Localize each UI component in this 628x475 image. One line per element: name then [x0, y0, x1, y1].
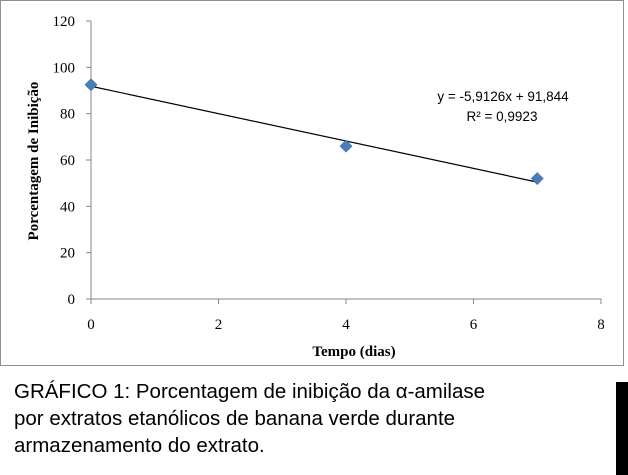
y-tick-label: 20 — [60, 246, 75, 262]
figure-caption: GRÁFICO 1: Porcentagem de inibição da α-… — [14, 378, 614, 459]
y-tick-label: 0 — [68, 292, 76, 308]
scatter-chart: 0 20 40 60 80 100 120 0 2 4 6 8 Tempo (dias) Porcenta… — [26, 14, 605, 360]
y-tick-label: 60 — [60, 153, 75, 169]
x-tick-label: 8 — [597, 317, 605, 333]
black-side-bar — [616, 382, 628, 475]
x-tick-label: 4 — [342, 317, 350, 333]
x-tick-label: 0 — [87, 317, 95, 333]
caption-line-3: armazenamento do extrato. — [14, 434, 265, 457]
caption-line-2: por extratos etanólicos de banana verde … — [14, 407, 456, 430]
trendline-r-squared: R² = 0,9923 — [467, 109, 538, 124]
y-tick-label: 40 — [60, 199, 75, 215]
trendline-equation: y = -5,9126x + 91,844 — [437, 89, 569, 104]
y-tick-label: 100 — [53, 60, 76, 76]
x-tick-label: 6 — [470, 317, 478, 333]
y-tick-label: 120 — [53, 14, 76, 30]
trendline — [90, 85, 538, 183]
chart-area — [0, 0, 624, 366]
data-point — [530, 172, 544, 185]
data-point — [339, 139, 353, 153]
x-axis-title: Tempo (dias) — [312, 344, 395, 360]
caption-line-1: GRÁFICO 1: Porcentagem de inibição da α-… — [14, 380, 486, 403]
y-tick-label: 80 — [60, 107, 75, 123]
data-point — [84, 78, 98, 92]
y-axis-title: Porcentagem de Inibição — [26, 82, 42, 241]
x-tick-label: 2 — [215, 317, 223, 333]
